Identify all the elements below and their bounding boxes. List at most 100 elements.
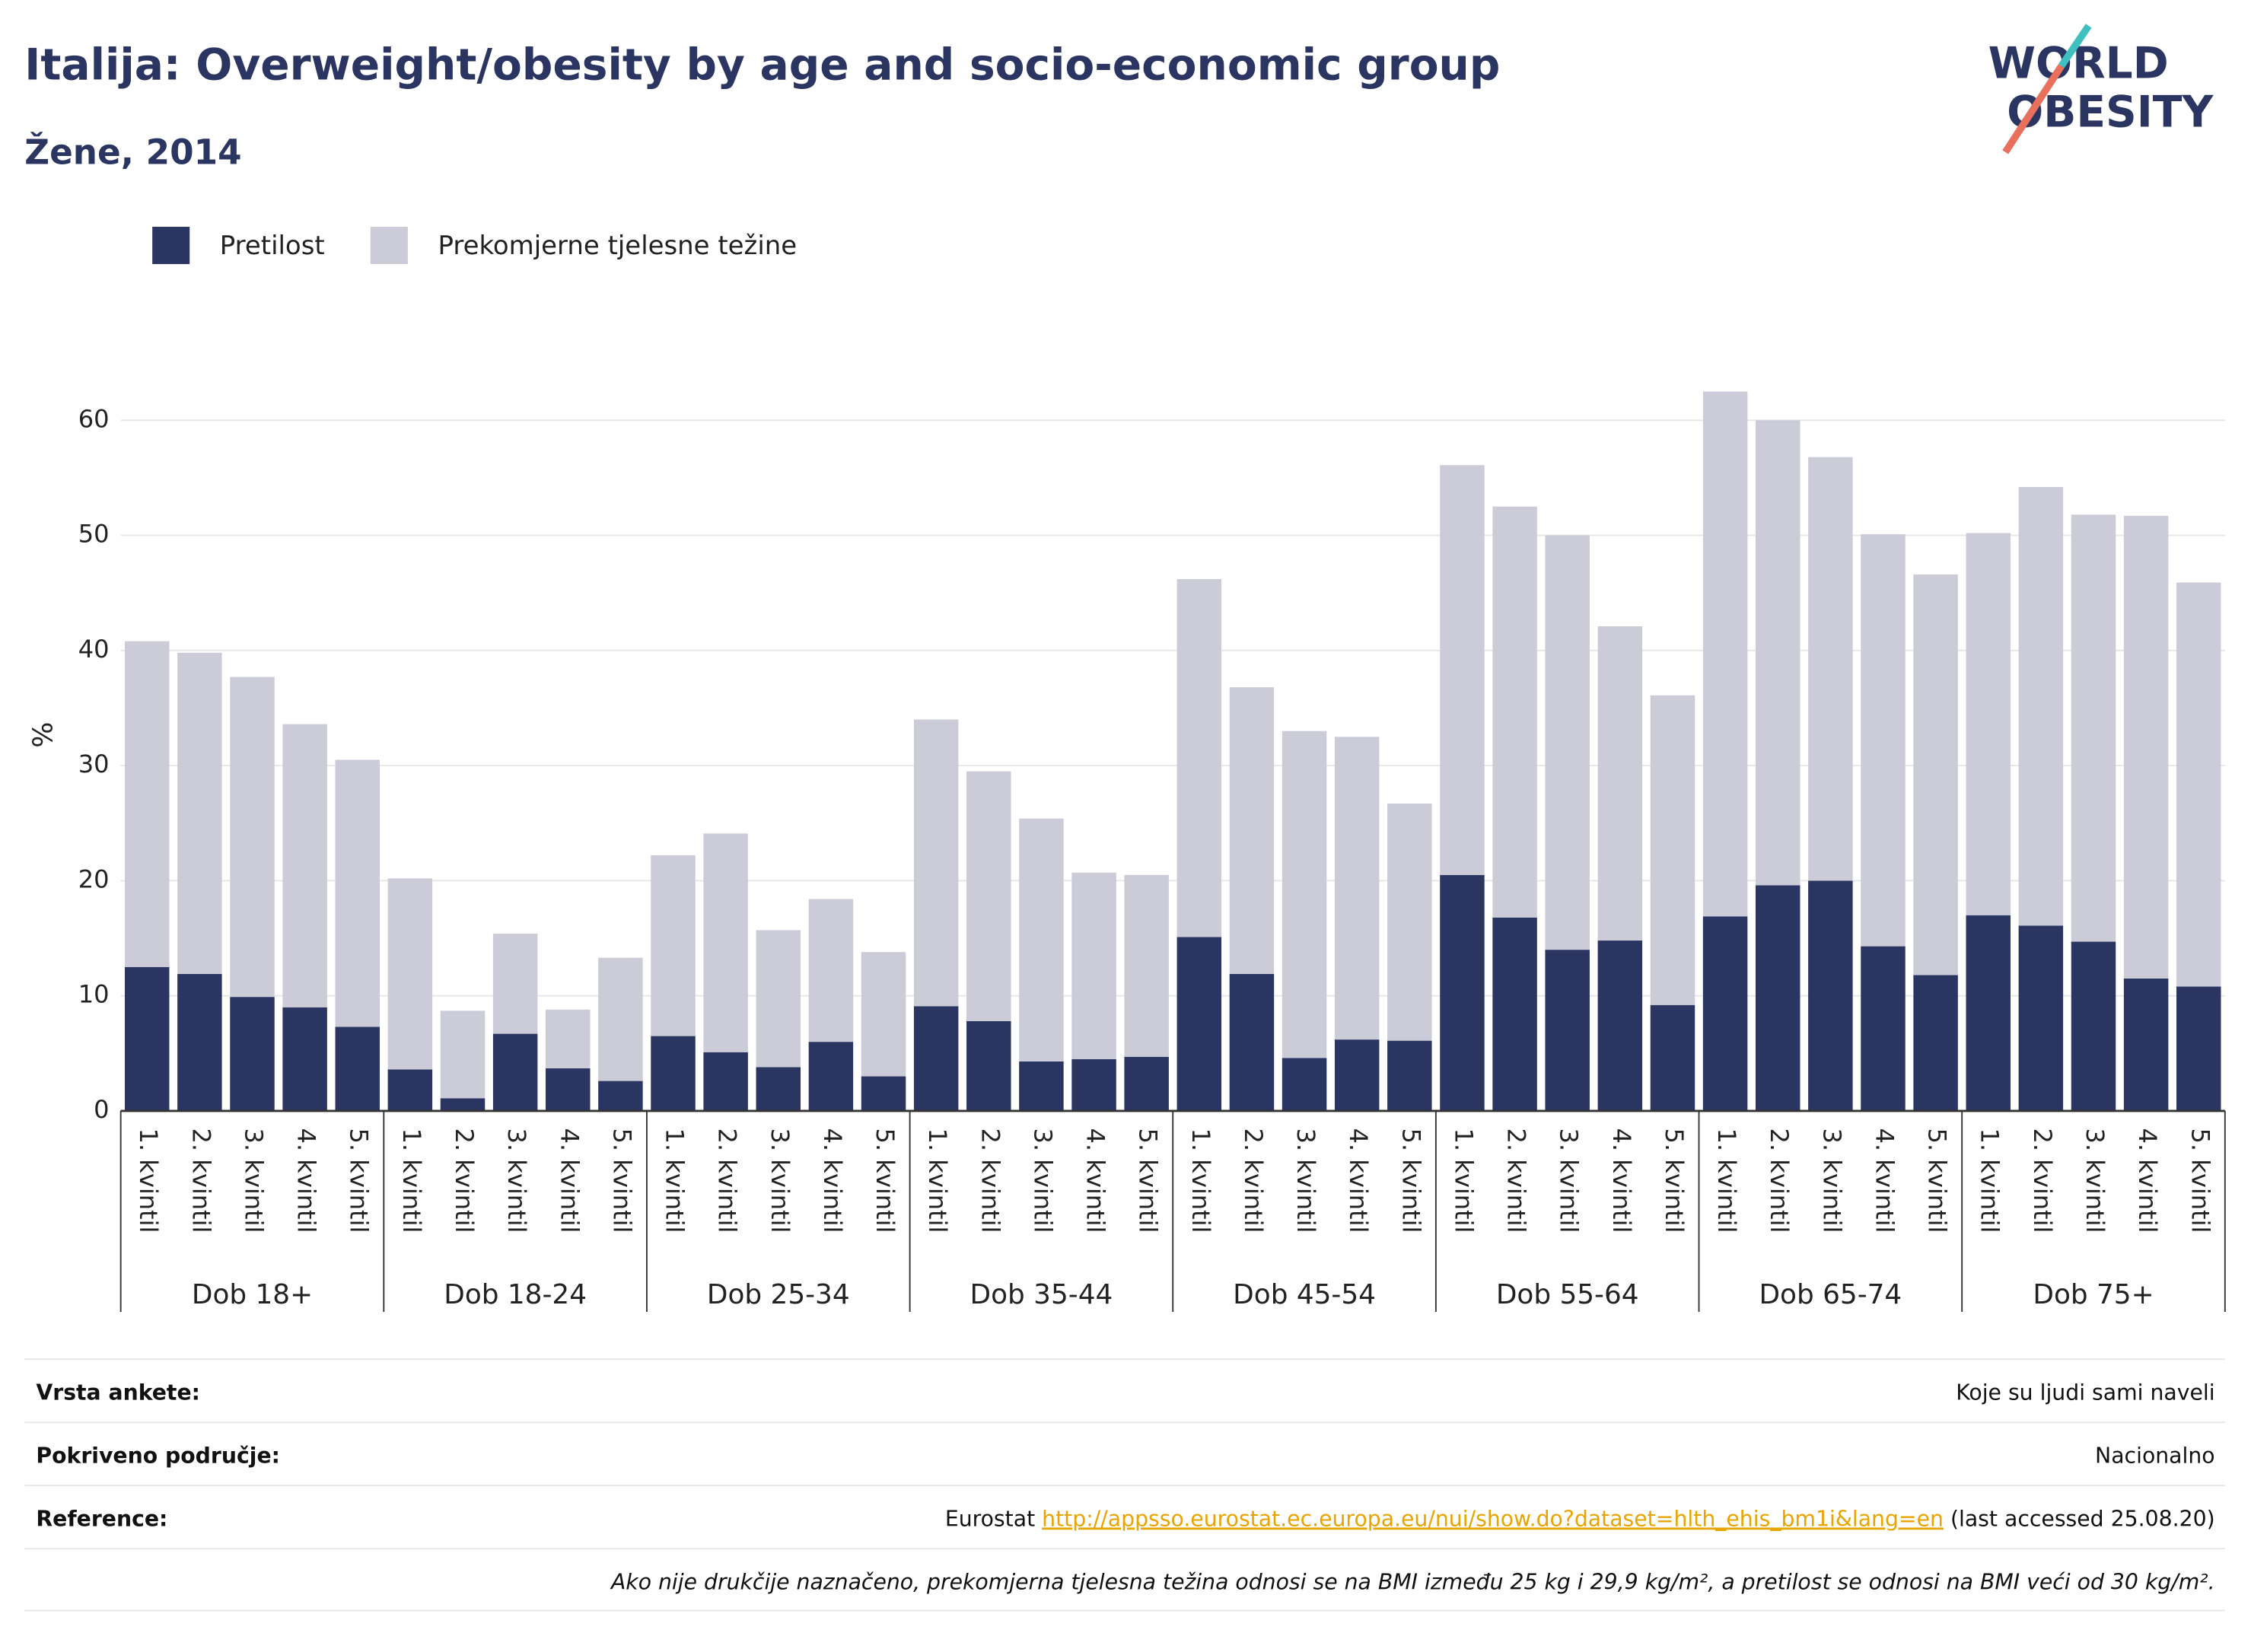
bar [1124,1056,1169,1111]
group-label: Dob 35-44 [970,1279,1113,1310]
group-label: Dob 45-54 [1233,1279,1376,1310]
group-label: Dob 18-24 [444,1279,587,1310]
x-tick-label: 3. kvintil [766,1128,794,1233]
bar [492,933,538,1034]
x-tick-label: 5. kvintil [1923,1128,1952,1233]
x-tick-label: 4. kvintil [1081,1128,1110,1233]
logo: WORLD OBESITY [1988,24,2214,154]
bar [966,771,1011,1021]
x-tick-label: 3. kvintil [2081,1128,2109,1233]
x-tick-label: 4. kvintil [2133,1128,2162,1233]
bar [1545,950,1590,1111]
x-tick-label: 5. kvintil [1660,1128,1689,1233]
y-tick-label: 10 [78,980,110,1009]
bar [1019,818,1064,1062]
bar [1808,880,1853,1111]
group-label: Dob 65-74 [1759,1279,1902,1310]
x-tick-label: 5. kvintil [2186,1128,2214,1233]
bar [1545,535,1590,950]
chart-title: Italija: Overweight/obesity by age and s… [24,40,1500,90]
x-tick-label: 4. kvintil [555,1128,584,1233]
bar [492,1033,538,1111]
x-tick-label: 4. kvintil [818,1128,847,1233]
x-tick-label: 3. kvintil [1291,1128,1320,1233]
x-tick-label: 5. kvintil [1396,1128,1425,1233]
y-tick-label: 20 [78,864,110,893]
bar [2123,515,2169,979]
x-tick-label: 3. kvintil [239,1128,268,1233]
bar [1440,465,1485,875]
x-tick-label: 1. kvintil [134,1128,163,1233]
x-tick-label: 4. kvintil [1607,1128,1636,1233]
bar [1282,731,1327,1058]
bar [124,641,170,967]
x-tick-label: 4. kvintil [292,1128,321,1233]
x-tick-label: 1. kvintil [923,1128,952,1233]
footer-label: Reference: [36,1506,167,1531]
x-tick-label: 2. kvintil [1765,1128,1794,1233]
bar [230,997,275,1111]
bar [1019,1061,1064,1111]
footer-text: Eurostat [945,1506,1042,1531]
bar [2018,487,2064,926]
bar [1808,457,1853,881]
bar [1702,916,1748,1111]
bar [913,1006,959,1111]
bar [598,1081,643,1111]
x-tick-label: 1. kvintil [1186,1128,1215,1233]
bar [2018,925,2064,1111]
logo-slash [2058,24,2092,68]
bar [808,899,854,1042]
bar [1755,420,1800,886]
footer-value: Eurostat http://appsso.eurostat.ec.europ… [945,1506,2215,1531]
footnote: Ako nije drukčije naznačeno, prekomjerna… [610,1569,2215,1594]
bar [651,1036,696,1111]
bar [124,966,170,1111]
bar [282,724,327,1007]
bar [177,973,222,1111]
x-tick-label: 2. kvintil [1239,1128,1268,1233]
x-tick-label: 1. kvintil [661,1128,689,1233]
logo-text: OBESITY [2007,88,2214,138]
bar [1124,874,1169,1057]
group-label: Dob 75+ [2033,1279,2154,1310]
bar [1492,917,1537,1111]
bar [2071,514,2116,942]
bar [546,1009,591,1068]
reference-link[interactable]: http://appsso.eurostat.ec.europa.eu/nui/… [1042,1506,1944,1531]
x-tick-label: 4. kvintil [1344,1128,1373,1233]
footer-text: (last accessed 25.08.20) [1944,1506,2215,1531]
bar [756,1067,801,1111]
x-tick-label: 2. kvintil [1502,1128,1531,1233]
x-tick-label: 5. kvintil [607,1128,636,1233]
footer-text: Koje su ljudi sami naveli [1956,1380,2214,1405]
bar [387,878,433,1070]
bar [1861,534,1906,947]
bar [282,1007,327,1111]
x-tick-label: 2. kvintil [713,1128,742,1233]
bar [1861,946,1906,1111]
bar [2176,582,2221,987]
group-label: Dob 25-34 [707,1279,850,1310]
group-label: Dob 18+ [192,1279,313,1310]
bar [756,930,801,1068]
x-tick-label: 2. kvintil [2028,1128,2057,1233]
bar [177,652,222,974]
x-tick-label: 3. kvintil [1028,1128,1057,1233]
bar [1650,695,1695,1005]
y-tick-label: 50 [78,520,110,549]
bar [598,957,643,1081]
bar [1913,574,1958,976]
x-tick-label: 1. kvintil [397,1128,426,1233]
x-tick-label: 1. kvintil [1712,1128,1741,1233]
bar [1755,885,1800,1111]
bar [1071,1058,1116,1111]
bar [1071,872,1116,1059]
x-tick-label: 5. kvintil [871,1128,899,1233]
bar [1176,937,1222,1111]
bar [1334,737,1380,1040]
y-tick-label: 40 [78,635,110,664]
x-tick-label: 1. kvintil [1449,1128,1478,1233]
x-tick-label: 2. kvintil [186,1128,215,1233]
footer-text: Nacionalno [2095,1443,2215,1468]
